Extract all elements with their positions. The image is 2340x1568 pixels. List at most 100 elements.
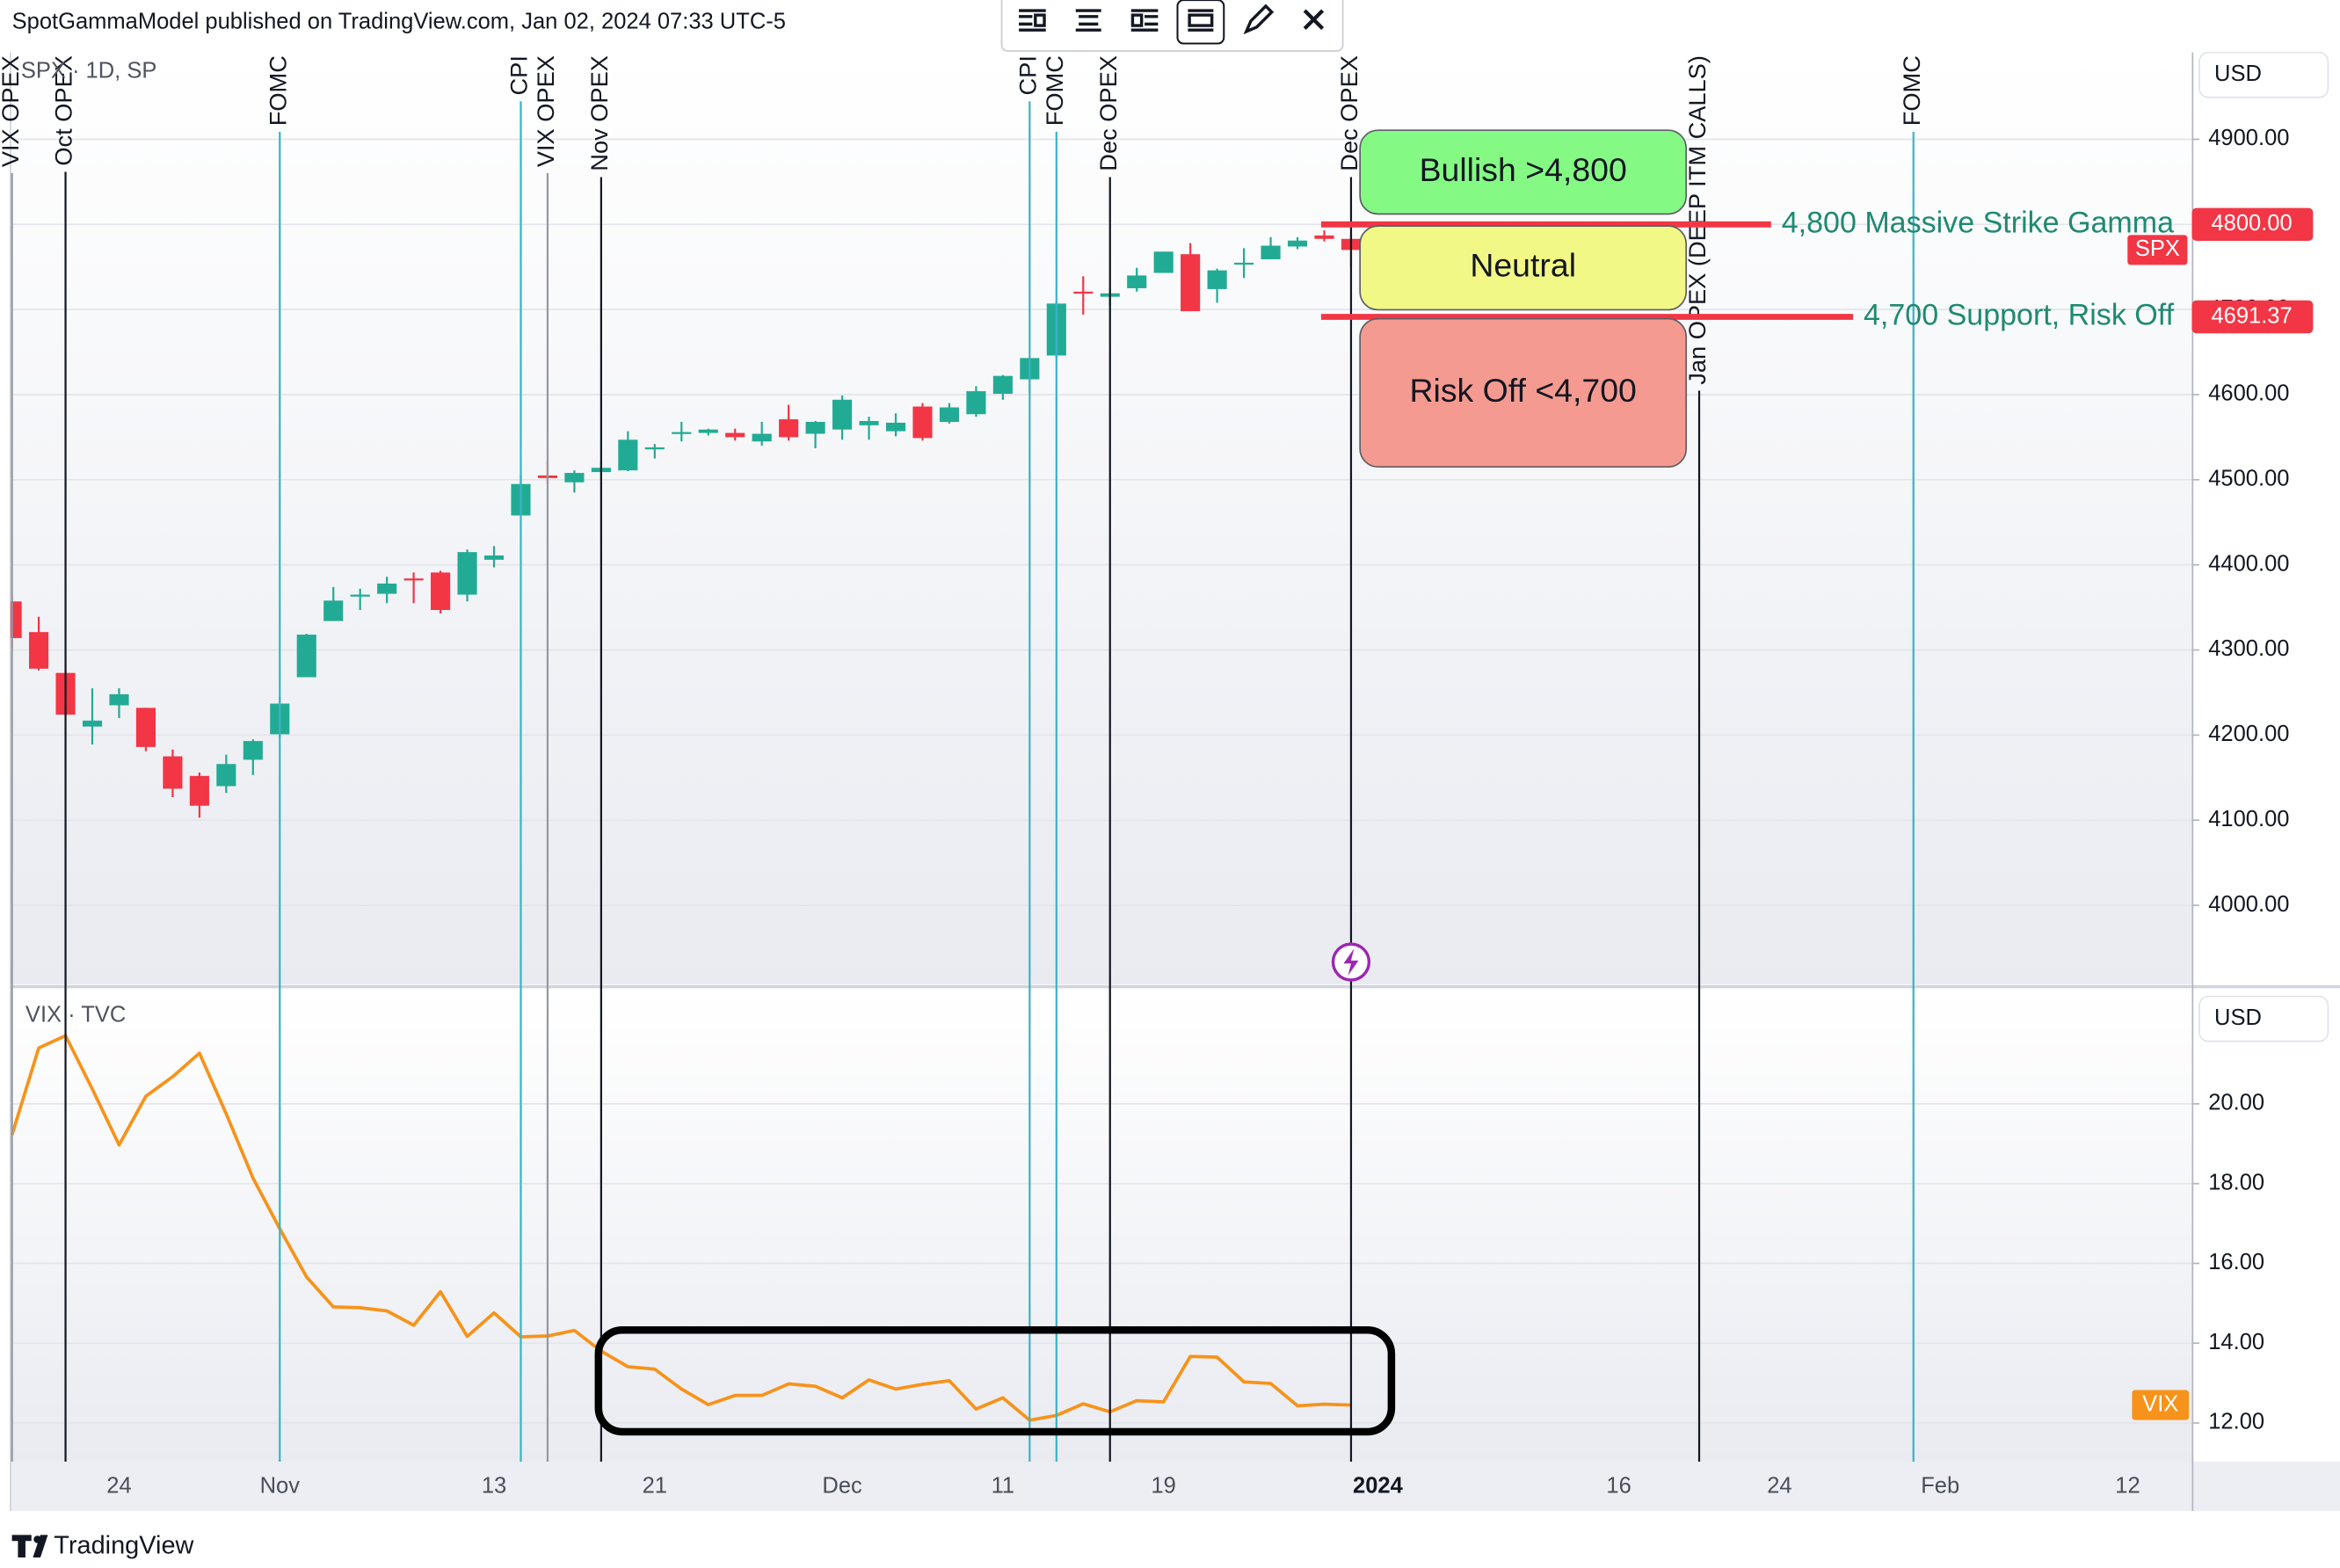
candle-body [350, 594, 370, 597]
brand-name: TradingView [54, 1532, 193, 1560]
event-label: Oct OPEX [50, 55, 77, 166]
brand-logo [11, 1535, 48, 1557]
candle-body [189, 775, 209, 806]
candle-body [752, 433, 772, 442]
x-tick-label: Dec [822, 1474, 862, 1499]
event-label: CPI [1014, 55, 1042, 95]
x-tick-label: 24 [106, 1474, 131, 1499]
toolbar-frame [1000, 0, 1344, 52]
candle-body [1234, 262, 1254, 265]
align-left-button[interactable] [1019, 9, 1046, 32]
x-tick-label: 11 [992, 1474, 1015, 1499]
toolbar [1000, 0, 1344, 52]
zone-label: Risk Off <4,700 [1409, 372, 1636, 409]
annotations: Bullish >4,800 Neutral Risk Off <4,700 4,80… [1320, 129, 2175, 468]
y-tick-label: 4300.00 [2208, 636, 2289, 661]
x-tick-label: 19 [1151, 1474, 1175, 1499]
align-box-button[interactable] [1188, 9, 1214, 32]
event-label: VIX OPEX [532, 55, 559, 167]
dividend-icon[interactable] [1331, 942, 1371, 982]
candle-body [1073, 291, 1094, 294]
y-tick-label: 14.00 [2208, 1330, 2264, 1354]
y-tick-label: 18.00 [2208, 1170, 2264, 1194]
candle-body [163, 756, 183, 789]
series-legend: SPX · 1D, SP [21, 59, 157, 83]
zone-box [1359, 225, 1688, 311]
candle-body [966, 391, 986, 415]
event-label: Jan OPEX (DEEP ITM CALLS) [1683, 55, 1711, 385]
x-tick-label: 16 [1606, 1474, 1631, 1499]
candle-body [644, 447, 665, 450]
candle-body [698, 429, 718, 433]
align-right-button[interactable] [1130, 9, 1159, 32]
candle-body [135, 708, 156, 747]
price-tag-label: 4800.00 [2211, 211, 2292, 236]
align-center-button[interactable] [1075, 9, 1101, 32]
candle-body [483, 555, 505, 560]
series-tag [2132, 1390, 2190, 1420]
candle-body [216, 764, 236, 787]
close-button[interactable] [1303, 9, 1325, 30]
x-tick-label: 13 [482, 1474, 506, 1499]
event-label: FOMC [1041, 55, 1068, 126]
candle-body [403, 578, 424, 581]
candle-body [431, 572, 451, 610]
currency-box[interactable] [2198, 51, 2329, 98]
level-label: 4,800 Massive Strike Gamma [1782, 206, 2174, 239]
candle-body [805, 421, 825, 434]
x-tick-label: 12 [2115, 1474, 2140, 1499]
vix-plot [10, 1034, 2192, 1424]
candle-body [859, 421, 879, 425]
candle-body [939, 407, 960, 422]
zone-box [1359, 129, 1688, 215]
y-tick-label: 16.00 [2208, 1250, 2264, 1274]
y-tick-label: 4500.00 [2208, 467, 2289, 491]
edit-button[interactable] [1243, 4, 1275, 35]
event-lines: VIX OPEX Oct OPEX FOMC CPI VIX OPEX Nov OPEX C… [0, 55, 1925, 1463]
price-plot [10, 138, 2192, 906]
series-tag-label: SPX [2135, 236, 2180, 261]
vix-line [10, 1034, 1352, 1422]
y-tick-label: 4200.00 [2208, 722, 2289, 746]
currency-box[interactable] [2198, 995, 2329, 1042]
event-label: FOMC [1898, 55, 1925, 126]
highlight-box [594, 1325, 1396, 1436]
series-tag [2127, 235, 2188, 265]
y-tick-label: 12.00 [2208, 1410, 2264, 1434]
candle-body [912, 406, 933, 439]
x-axis-strip [10, 1462, 2340, 1512]
event-label: Nov OPEX [585, 55, 613, 171]
x-tick-label: 24 [1767, 1474, 1791, 1499]
candle-body [109, 693, 129, 706]
candle-body [1261, 245, 1281, 260]
level-label: 4,700 Support, Risk Off [1864, 298, 2175, 331]
event-label: VIX OPEX [0, 55, 24, 167]
x-tick-label: Feb [1921, 1474, 1959, 1499]
price-tag [2191, 207, 2314, 242]
candle-body [1127, 275, 1147, 288]
price-tag [2191, 300, 2314, 334]
candle-body [1287, 240, 1308, 247]
toolbar-selected[interactable] [1176, 0, 1225, 45]
y-tick-label: 4900.00 [2208, 126, 2289, 150]
event-label: Dec OPEX [1335, 55, 1363, 171]
header-title: SpotGammaModel published on TradingView.… [12, 9, 786, 33]
event-label: FOMC [264, 55, 291, 126]
candle-body [377, 583, 397, 594]
x-tick-label: 21 [643, 1474, 667, 1499]
candle-body [82, 720, 103, 727]
event-label: Dec OPEX [1094, 55, 1122, 171]
currency-label: USD [2214, 1005, 2262, 1030]
candle-body [457, 552, 477, 595]
price-tag-label: 4691.37 [2211, 303, 2292, 328]
candle-body [618, 439, 638, 471]
candle-body [10, 601, 22, 638]
y-tick-label: 4100.00 [2208, 807, 2289, 831]
candle-body [1153, 251, 1174, 273]
price-panel [10, 52, 2192, 985]
x-tick-label: 2024 [1353, 1474, 1404, 1499]
candle-body [29, 632, 49, 669]
y-tick-label: 4400.00 [2208, 551, 2289, 576]
candle-body [1314, 235, 1334, 239]
